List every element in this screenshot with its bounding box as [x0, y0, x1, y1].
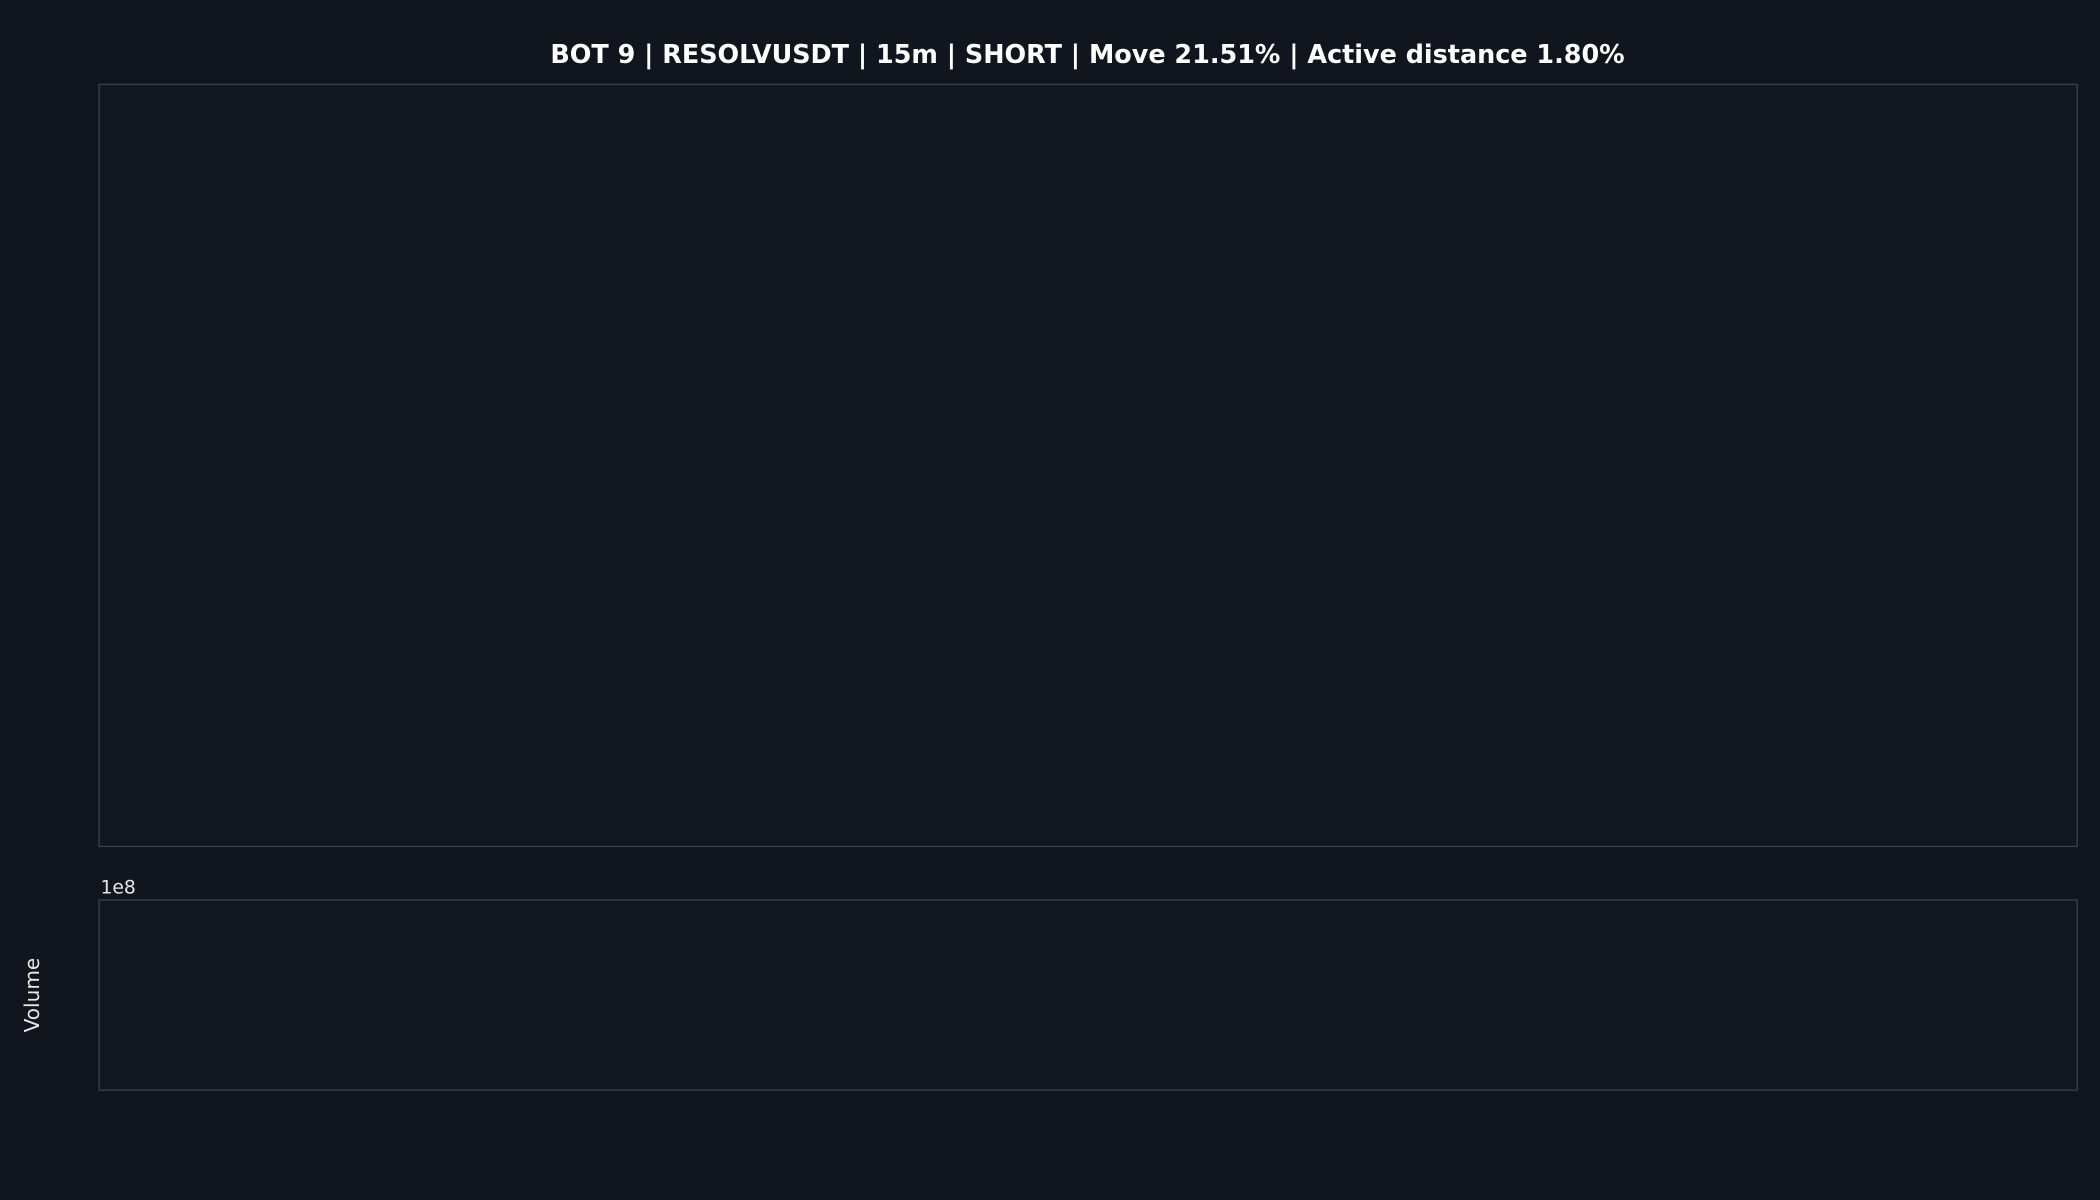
price-axes	[98, 83, 2078, 848]
volume-axes	[98, 899, 2078, 1091]
chart-title: BOT 9 | RESOLVUSDT | 15m | SHORT | Move …	[550, 39, 1624, 69]
offset-label: 1e8	[100, 877, 135, 898]
y-axis-label: Volume	[20, 958, 44, 1033]
